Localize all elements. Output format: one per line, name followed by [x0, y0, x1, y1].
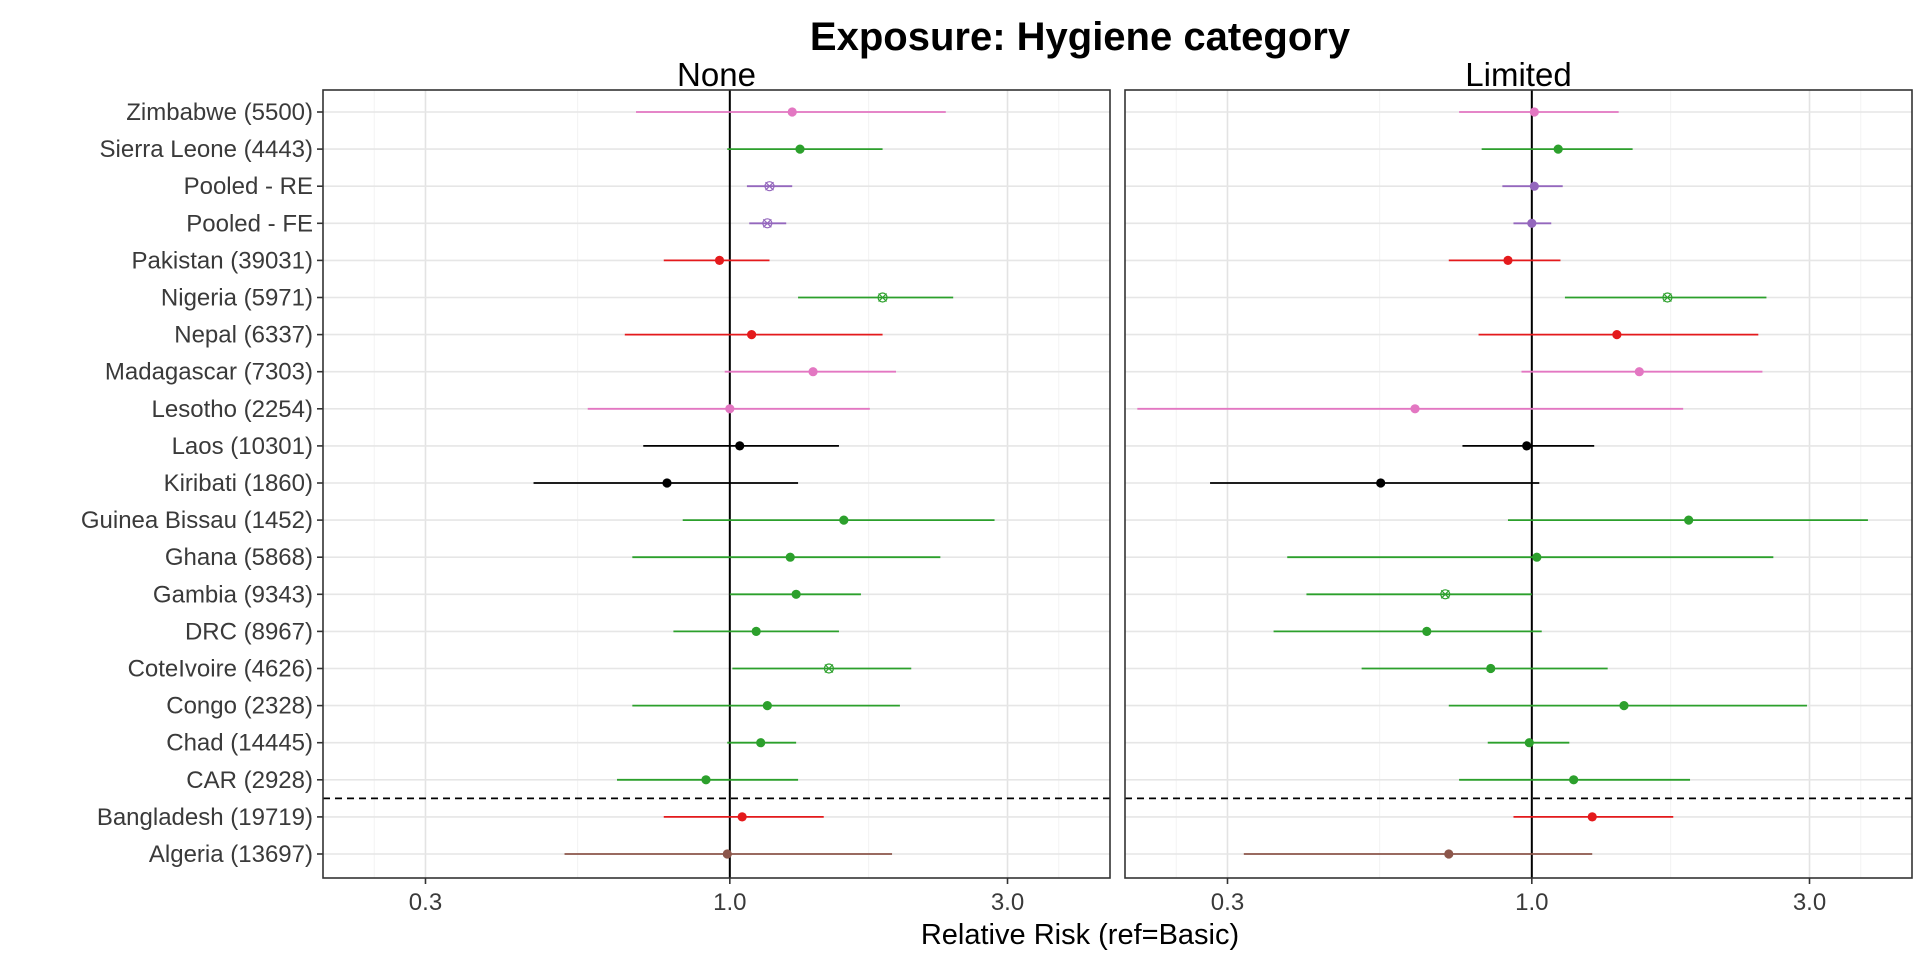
- point-estimate: [1422, 626, 1432, 637]
- point-estimate-cross: [765, 181, 774, 191]
- chart-title: Exposure: Hygiene category: [810, 15, 1351, 59]
- point-estimate: [1410, 404, 1420, 414]
- panel-background: [323, 90, 1110, 878]
- point-estimate: [1503, 255, 1513, 265]
- point-estimate-cross: [1663, 293, 1672, 302]
- point-estimate: [756, 738, 766, 748]
- panel-border: [322, 89, 1111, 879]
- y-label-row: Bangladesh (19719): [97, 804, 313, 831]
- point-estimate: [1553, 144, 1563, 154]
- x-axis-label: Relative Risk (ref=Basic): [921, 919, 1239, 951]
- point-estimate: [1529, 181, 1539, 191]
- y-label-row: Algeria (13697): [149, 841, 313, 868]
- point-estimate-open: [823, 663, 835, 674]
- point-estimate: [662, 478, 672, 488]
- y-label-row: DRC (8967): [185, 618, 313, 645]
- panel-none: None 0.3 1.0 3.0: [322, 56, 1111, 916]
- point-estimate: [1619, 701, 1629, 711]
- point-estimate-cross: [878, 293, 887, 302]
- y-label-row: Kiribati (1860): [164, 470, 313, 497]
- point-estimate: [1612, 330, 1622, 340]
- point-estimate: [1376, 478, 1386, 488]
- x-tick-label: 1.0: [713, 889, 746, 916]
- point-estimate-cross: [824, 664, 834, 673]
- point-estimate: [1486, 663, 1496, 674]
- point-estimate: [1634, 367, 1644, 377]
- point-estimate: [1569, 775, 1579, 785]
- point-estimate-open: [1662, 292, 1673, 303]
- x-tick-label: 3.0: [1793, 889, 1826, 916]
- y-label-row: Lesotho (2254): [152, 396, 313, 423]
- y-label-row: Nigeria (5971): [161, 285, 313, 312]
- y-label-row: Zimbabwe (5500): [126, 99, 313, 126]
- y-label-row: Guinea Bissau (1452): [81, 507, 313, 534]
- point-estimate: [1532, 552, 1542, 562]
- point-estimate: [725, 404, 735, 414]
- y-label-row: Gambia (9343): [153, 581, 313, 608]
- facet-label-none: None: [677, 56, 756, 93]
- point-estimate: [808, 367, 818, 377]
- point-estimate: [701, 775, 711, 785]
- point-estimate-cross: [1440, 589, 1450, 599]
- y-label-row: Pakistan (39031): [132, 247, 313, 274]
- y-label-row: CAR (2928): [186, 767, 313, 794]
- point-estimate: [1684, 515, 1694, 525]
- point-estimate: [1444, 849, 1454, 859]
- point-estimate: [1527, 218, 1537, 228]
- point-estimate-open: [877, 292, 888, 303]
- point-estimate: [714, 255, 725, 265]
- point-estimate: [1587, 812, 1597, 822]
- panel-limited: Limited 0.3 1.0 3.0: [1124, 56, 1913, 916]
- point-estimate: [1529, 107, 1539, 117]
- x-tick-label: 1.0: [1515, 889, 1548, 916]
- point-estimate: [785, 552, 795, 562]
- point-estimate: [737, 812, 747, 822]
- point-estimate: [1524, 738, 1534, 748]
- point-estimate: [791, 589, 801, 599]
- point-estimate: [746, 330, 757, 340]
- facet-label-limited: Limited: [1465, 56, 1571, 93]
- x-tick-label: 0.3: [1211, 889, 1244, 916]
- point-estimate: [751, 626, 761, 637]
- point-estimate: [795, 144, 805, 154]
- x-tick-label: 0.3: [409, 889, 442, 916]
- point-estimate: [722, 849, 732, 859]
- y-label-row: Ghana (5868): [165, 544, 313, 571]
- point-estimate: [787, 107, 797, 117]
- point-estimate: [762, 701, 772, 711]
- y-label-row: Laos (10301): [172, 433, 313, 460]
- y-label-row: Nepal (6337): [174, 322, 313, 349]
- point-estimate-open: [764, 181, 775, 192]
- point-estimate: [735, 441, 745, 451]
- point-estimate: [839, 515, 849, 525]
- y-label-row: Congo (2328): [166, 693, 313, 720]
- point-estimate-cross: [762, 218, 772, 228]
- panel-background: [1125, 90, 1912, 878]
- y-label-row: Sierra Leone (4443): [100, 136, 313, 163]
- x-tick-label: 3.0: [991, 889, 1024, 916]
- panel-border: [1124, 89, 1913, 879]
- y-label-row: Chad (14445): [166, 730, 313, 757]
- y-label-row: Pooled - FE: [186, 210, 313, 237]
- y-label-row: Pooled - RE: [184, 173, 313, 200]
- y-label-row: CoteIvoire (4626): [128, 656, 313, 683]
- y-label-row: Madagascar (7303): [105, 359, 313, 386]
- point-estimate-open: [1440, 589, 1451, 600]
- point-estimate: [1522, 441, 1532, 451]
- point-estimate-open: [762, 218, 773, 229]
